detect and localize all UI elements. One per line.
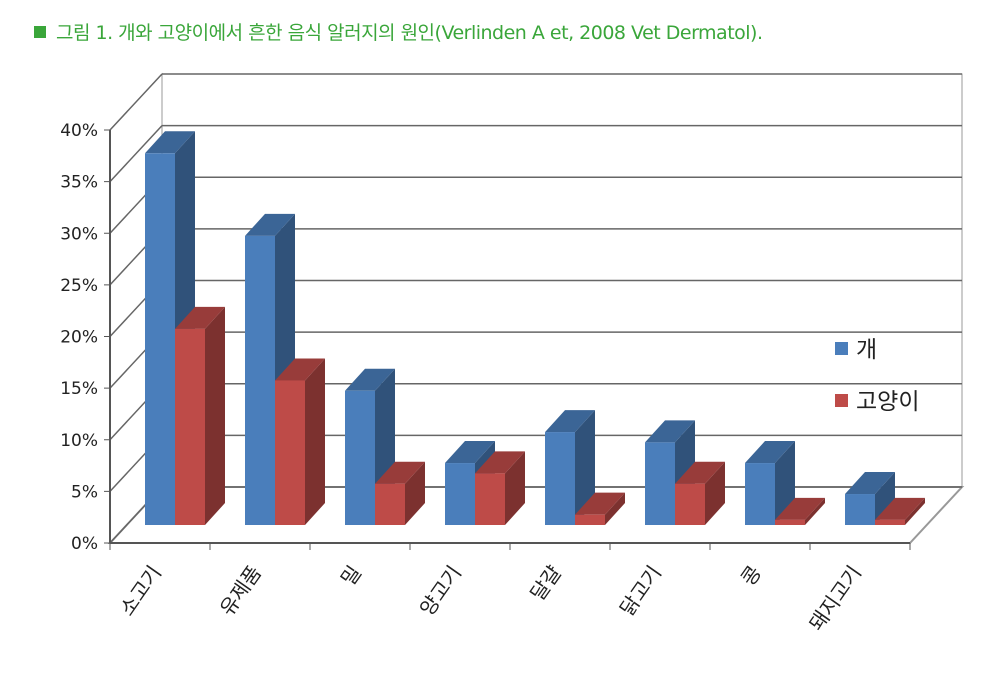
bar	[845, 472, 895, 525]
bar-side	[875, 472, 895, 525]
bar-side	[575, 410, 595, 525]
x-tick-label: 양고기	[415, 561, 466, 620]
legend-swatch	[835, 394, 848, 407]
caption-bullet-icon	[34, 26, 46, 38]
bar-top	[375, 461, 425, 484]
bar-front	[675, 483, 705, 525]
x-tick-label: 돼지고기	[804, 561, 866, 635]
y-tick-label: 5%	[71, 482, 98, 502]
gridline-side	[109, 73, 163, 131]
y-tick-label: 35%	[60, 173, 98, 193]
legend-swatch	[835, 342, 848, 355]
floor	[107, 486, 965, 544]
bar-side	[805, 497, 825, 525]
x-tick-label: 유제품	[215, 561, 266, 620]
x-tick-label: 닭고기	[615, 561, 666, 620]
x-tick-label: 소고기	[115, 561, 166, 620]
caption-text: 그림 1. 개와 고양이에서 흔한 음식 알러지의 원인(Verlinden A…	[56, 22, 763, 44]
y-tick-label: 10%	[60, 431, 98, 451]
bar	[545, 410, 595, 525]
figure-caption: 그림 1. 개와 고양이에서 흔한 음식 알러지의 원인(Verlinden A…	[34, 18, 763, 45]
bar-side	[205, 306, 225, 525]
bar	[475, 451, 525, 525]
bar-side	[305, 358, 325, 525]
bar-front	[845, 494, 875, 525]
legend-label: 개	[856, 337, 877, 363]
y-tick-label: 40%	[60, 121, 98, 141]
bar-side	[905, 497, 925, 525]
bar-top	[145, 131, 195, 154]
bar-front	[375, 483, 405, 525]
bar-front	[745, 463, 775, 525]
bar	[645, 420, 695, 525]
bar	[775, 497, 825, 525]
bar-front	[475, 473, 505, 525]
y-tick-label: 0%	[71, 534, 98, 554]
bar-side	[505, 451, 525, 525]
y-tick-label: 30%	[60, 224, 98, 244]
bar-front	[775, 519, 805, 525]
gridline-side	[109, 125, 163, 183]
bar-front	[875, 519, 905, 525]
bar-front	[645, 442, 675, 525]
bar-top	[445, 441, 495, 464]
bar-front	[245, 235, 275, 525]
bar	[275, 358, 325, 525]
bar-top	[745, 441, 795, 464]
bar-top	[675, 461, 725, 484]
bar-top	[875, 497, 925, 520]
bar-top	[575, 492, 625, 515]
bar-top	[175, 306, 225, 329]
bar-front	[345, 390, 375, 525]
bar-front	[145, 153, 175, 526]
bar-top	[245, 213, 295, 236]
bar-front	[575, 514, 605, 525]
bar-top	[275, 358, 325, 381]
x-tick-label: 콩	[736, 561, 766, 590]
bar-side	[705, 461, 725, 525]
bar-top	[345, 368, 395, 391]
bar	[175, 306, 225, 525]
y-tick-label: 15%	[60, 379, 98, 399]
y-tick-label: 25%	[60, 276, 98, 296]
bar-side	[405, 461, 425, 525]
y-tick-label: 20%	[60, 328, 98, 348]
bar-top	[775, 497, 825, 520]
bar	[875, 497, 925, 525]
bar	[575, 492, 625, 525]
bar	[675, 461, 725, 525]
bar-side	[605, 492, 625, 525]
bar-front	[175, 328, 205, 525]
x-tick-label: 달걀	[525, 561, 566, 605]
x-tick-label: 밀	[336, 561, 366, 590]
bar-front	[545, 432, 575, 525]
bar-front	[445, 463, 475, 525]
legend-label: 고양이	[856, 389, 919, 415]
bar-top	[845, 472, 895, 495]
bar-front	[275, 380, 305, 525]
bar-top	[645, 420, 695, 443]
bar-top	[475, 451, 525, 474]
bar	[375, 461, 425, 525]
bar-top	[545, 410, 595, 433]
